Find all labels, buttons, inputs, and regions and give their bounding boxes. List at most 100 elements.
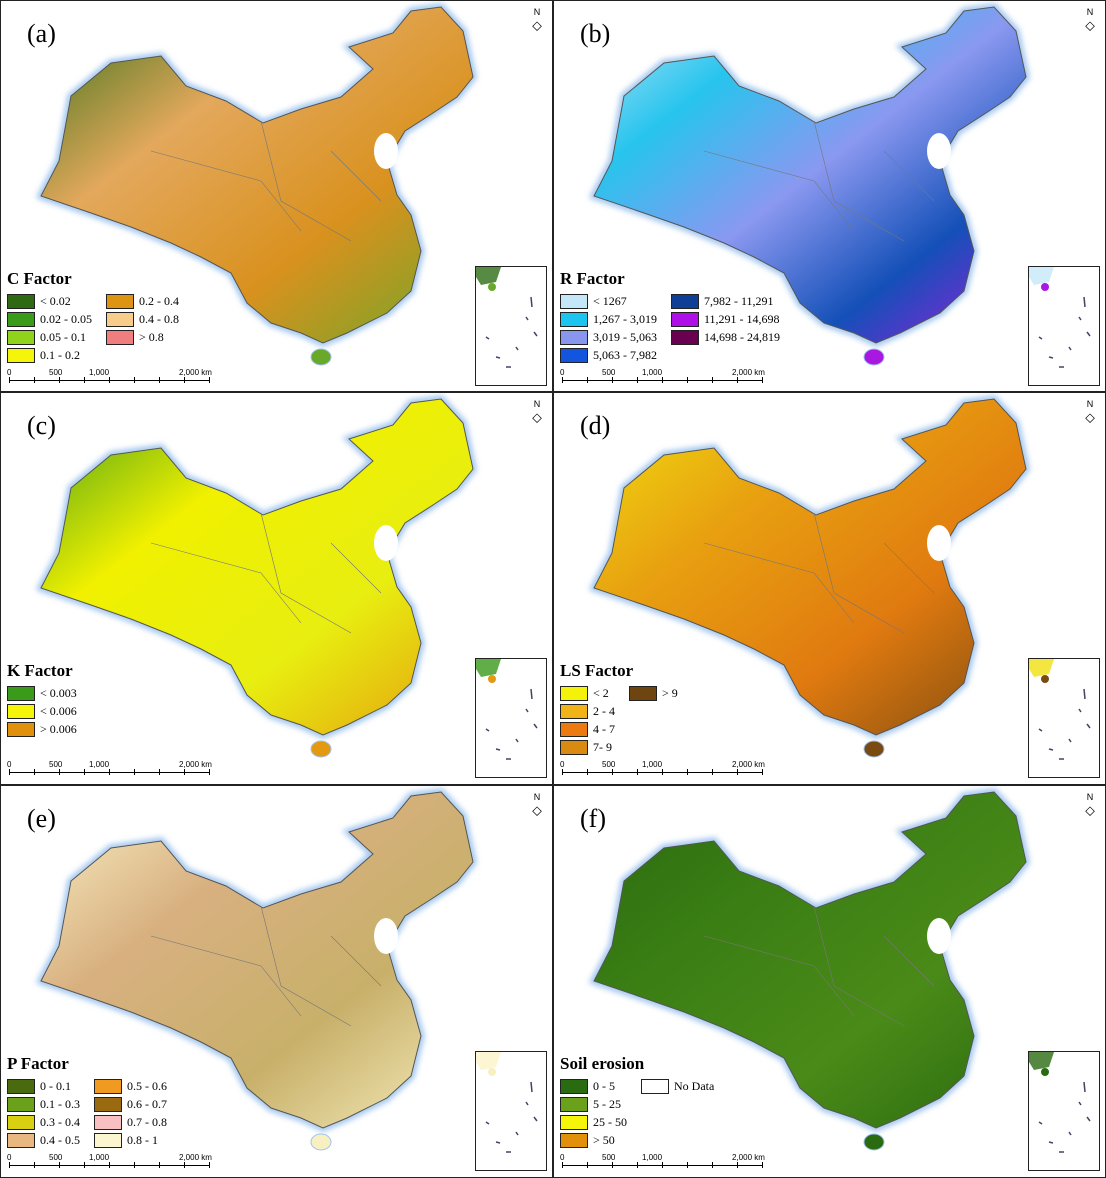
scale-label: 1,000 [642, 760, 663, 769]
legend-swatch [560, 1096, 588, 1112]
scale-bar: 0 500 1,000 2,000 km [7, 1153, 217, 1173]
legend-item: 4 - 7 [560, 720, 615, 738]
south-china-sea-inset [1028, 1051, 1100, 1171]
legend-label: < 1267 [593, 293, 627, 308]
legend-swatch [560, 721, 588, 737]
legend-swatch [7, 329, 35, 345]
legend-label: 0.05 - 0.1 [40, 329, 86, 344]
north-label: N [1086, 7, 1094, 17]
legend-item: 14,698 - 24,819 [671, 328, 780, 346]
legend-label: 2 - 4 [593, 703, 615, 718]
scale-label: 2,000 km [732, 760, 765, 769]
south-china-sea-inset [1028, 658, 1100, 778]
legend-item: > 0.006 [7, 720, 77, 738]
legend-title: K Factor [7, 661, 73, 680]
scale-label: 1,000 [642, 368, 663, 377]
legend-swatch [560, 739, 588, 755]
scale-label: 500 [602, 760, 616, 769]
panel-label: (d) [580, 411, 611, 440]
legend-item: 0.7 - 0.8 [94, 1113, 167, 1131]
legend-swatch [7, 347, 35, 363]
legend-swatch [106, 293, 134, 309]
legend: Soil erosion 0 - 5 5 - 25 25 - 50 > 50 No Da… [560, 1054, 714, 1149]
legend-item: 0.1 - 0.2 [7, 346, 92, 364]
legend: R Factor < 1267 1,267 - 3,019 3,019 - 5,06… [560, 269, 780, 364]
legend-swatch [560, 703, 588, 719]
legend-swatch [560, 685, 588, 701]
legend-label: 5 - 25 [593, 1096, 621, 1111]
legend-label: 1,267 - 3,019 [593, 311, 657, 326]
country-shape [593, 6, 1027, 344]
scale-label: 0 [560, 368, 565, 377]
legend-swatch [560, 1132, 588, 1148]
scale-label: 2,000 km [732, 1153, 765, 1162]
scale-label: 0 [7, 1153, 12, 1162]
china-map [36, 395, 477, 758]
hainan-island [863, 740, 885, 758]
legend-swatch [106, 329, 134, 345]
legend-item: 0.1 - 0.3 [7, 1095, 80, 1113]
legend-label: 3,019 - 5,063 [593, 329, 657, 344]
legend-swatch [560, 329, 588, 345]
legend-item: 7,982 - 11,291 [671, 292, 780, 310]
north-label: N [1086, 792, 1094, 802]
legend: C Factor < 0.02 0.02 - 0.05 0.05 - 0.1 0.1 … [7, 269, 179, 364]
legend: P Factor 0 - 0.1 0.1 - 0.3 0.3 - 0.4 0.4 - … [7, 1054, 167, 1149]
south-china-sea-inset [475, 266, 547, 386]
country-shape [40, 398, 474, 736]
legend-item: 1,267 - 3,019 [560, 310, 657, 328]
legend-swatch [7, 685, 35, 701]
province-boundaries [703, 512, 935, 634]
scale-label: 500 [49, 1153, 63, 1162]
province-boundaries [150, 905, 382, 1027]
bohai-sea [927, 918, 951, 954]
scale-label: 2,000 km [179, 368, 212, 377]
legend-item: 0 - 5 [560, 1077, 627, 1095]
legend-label: 0.2 - 0.4 [139, 293, 179, 308]
north-arrow-icon: N ⬦ [1083, 399, 1097, 426]
panel-label: (e) [27, 804, 56, 833]
legend-item: 0.4 - 0.5 [7, 1131, 80, 1149]
hainan-island [863, 348, 885, 366]
legend-title: Soil erosion [560, 1054, 645, 1073]
china-map [589, 395, 1030, 758]
legend-item: 0.02 - 0.05 [7, 310, 92, 328]
legend-label: 0.02 - 0.05 [40, 311, 92, 326]
country-shape [40, 6, 474, 344]
legend-item: < 0.02 [7, 292, 92, 310]
country-shape [593, 398, 1027, 736]
scale-label: 0 [7, 368, 12, 377]
legend-item: 0 - 0.1 [7, 1077, 80, 1095]
legend-item: 0.5 - 0.6 [94, 1077, 167, 1095]
legend-title: LS Factor [560, 661, 634, 680]
legend-swatch [629, 685, 657, 701]
legend-swatch [7, 311, 35, 327]
legend-swatch [94, 1096, 122, 1112]
scale-label: 500 [602, 1153, 616, 1162]
scale-label: 2,000 km [179, 1153, 212, 1162]
scale-label: 2,000 km [179, 760, 212, 769]
country-shape [40, 791, 474, 1129]
legend-item: 3,019 - 5,063 [560, 328, 657, 346]
legend: K Factor < 0.003 < 0.006 > 0.006 [7, 661, 77, 756]
bohai-sea [374, 133, 398, 169]
china-map [589, 3, 1030, 366]
map-panel-f: (f) N ⬦ Soil erosion 0 - 5 5 - 25 25 - 50 > … [553, 785, 1106, 1178]
legend-item: > 9 [629, 684, 678, 702]
legend-swatch [7, 1078, 35, 1094]
scale-label: 1,000 [89, 760, 110, 769]
legend-label: 0.1 - 0.2 [40, 347, 80, 362]
legend-label: 0.4 - 0.8 [139, 311, 179, 326]
legend-label: 0.3 - 0.4 [40, 1114, 80, 1129]
scale-bar: 0 500 1,000 2,000 km [7, 368, 217, 388]
scale-label: 1,000 [89, 368, 110, 377]
legend-swatch [560, 293, 588, 309]
legend-label: 25 - 50 [593, 1114, 627, 1129]
bohai-sea [927, 525, 951, 561]
legend-swatch [671, 329, 699, 345]
map-panel-a: (a) N ⬦ C Factor < 0.02 0.02 - 0.05 0.05 - … [0, 0, 553, 392]
legend-title: C Factor [7, 269, 72, 288]
legend-swatch [560, 311, 588, 327]
legend-label: > 50 [593, 1132, 615, 1147]
legend-item: 0.6 - 0.7 [94, 1095, 167, 1113]
